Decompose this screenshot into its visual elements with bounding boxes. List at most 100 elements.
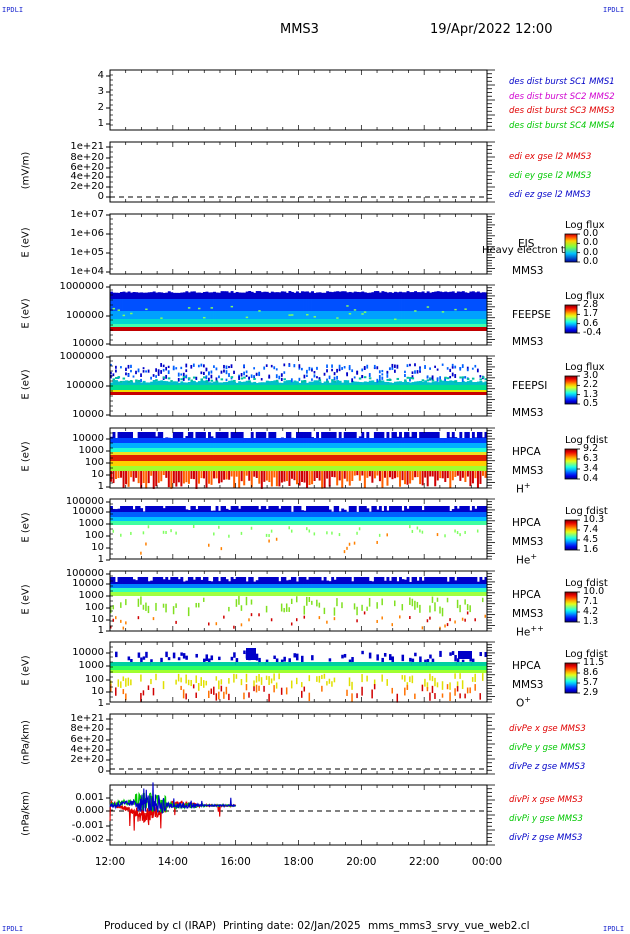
spacecraft-title: MMS3 (280, 22, 319, 37)
y-tick-label: -0.002 (71, 834, 104, 845)
species-label: He+ (516, 552, 537, 567)
y-tick-label: 1e+21 (70, 713, 104, 724)
x-tick-label: 12:00 (94, 856, 126, 868)
y-tick-label: 10000 (72, 647, 104, 658)
species-name: O (516, 697, 525, 710)
y-tick-label: 1000 (78, 590, 104, 601)
panel-burst (106, 69, 495, 131)
y-tick-label: 100 (84, 674, 104, 685)
colorbar-tick: 3.0 (583, 370, 599, 381)
species-charge: + (530, 552, 538, 561)
overlay-text: Heavy electron to (482, 245, 571, 256)
corner-label-bottom-left: IPDLI (2, 925, 24, 933)
x-tick-label: 16:00 (220, 856, 251, 868)
y-tick-label: 100000 (65, 496, 104, 507)
x-tick-label: 18:00 (283, 856, 314, 868)
colorbar-tick: 11.5 (583, 657, 605, 668)
spacecraft-name: MMS3 (512, 336, 544, 348)
y-tick-label: 6e+20 (70, 162, 104, 173)
species-label: He++ (516, 624, 544, 639)
y-tick-label: 2e+20 (70, 754, 104, 765)
y-tick-label: 4e+20 (70, 171, 104, 182)
panel-hpca_he2 (106, 570, 580, 632)
x-tick-label: 22:00 (409, 856, 440, 868)
species-charge: + (524, 695, 531, 704)
series-line-divpi-z (109, 782, 236, 814)
y-tick-label: 1000 (78, 660, 104, 671)
panel-eis (106, 213, 580, 275)
legend-divpi-0: divPi x gse MMS3 (509, 795, 583, 805)
colorbar (564, 591, 578, 623)
species-charge: + (523, 481, 531, 490)
legend-burst-0: des dist burst SC1 MMS1 (509, 77, 615, 87)
y-tick-label: 1000000 (59, 281, 104, 292)
colorbar-tick: 2.8 (583, 299, 599, 310)
y-tick-label: 0.001 (75, 792, 104, 803)
colorbar-title: Log fdist (565, 435, 608, 446)
panel-frame (109, 784, 488, 846)
legend-divpe-2: divPe z gse MMS3 (509, 762, 586, 772)
instrument-name: HPCA (512, 660, 541, 672)
colorbar-tick: 8.6 (583, 667, 599, 678)
colorbar-tick: 2.9 (583, 687, 599, 698)
colorbar-tick: 2.2 (583, 379, 599, 391)
y-tick-label: 1e+06 (70, 228, 104, 239)
y-tick-label: 1e+21 (70, 141, 104, 152)
y-tick-label: 10 (91, 614, 104, 625)
panel-frame (109, 141, 488, 203)
y-tick-label: 4e+20 (70, 744, 104, 755)
footer-producer: Produced by cl (IRAP) (104, 920, 217, 932)
colorbar-title: Log flux (565, 362, 605, 373)
corner-label-top-right: IPDLI (603, 6, 625, 14)
colorbar-tick: -0.4 (583, 327, 602, 338)
legend-divpe-0: divPe x gse MMS3 (509, 724, 586, 734)
footer-filename: mms_mms3_srvy_vue_web2.cl (368, 920, 530, 932)
y-tick-label: 0.000 (75, 805, 104, 816)
legend-edi-1: edi ey gse l2 MMS3 (509, 171, 592, 181)
y-tick-label: 2e+20 (70, 181, 104, 192)
colorbar-title: Log flux (565, 220, 605, 231)
legend-burst-2: des dist burst SC3 MMS3 (509, 106, 615, 116)
y-tick-label: 4 (97, 70, 104, 81)
legend-edi-0: edi ex gse l2 MMS3 (509, 152, 592, 162)
y-tick-label: 1000 (78, 518, 104, 529)
panel-hpca_he1 (106, 498, 580, 561)
colorbar-tick: 0.0 (583, 246, 599, 258)
spacecraft-name: MMS3 (512, 465, 544, 477)
colorbar-tick: 7.1 (583, 596, 599, 607)
x-tick-label: 00:00 (471, 856, 503, 868)
species-label: O+ (516, 695, 531, 710)
colorbar (564, 233, 578, 263)
y-tick-label: 1e+07 (70, 209, 104, 220)
colorbar-tick: 10.0 (583, 586, 605, 597)
instrument-name: FEEPSI (512, 380, 548, 392)
instrument-name: HPCA (512, 589, 541, 601)
panel-feepsi (106, 355, 580, 417)
colorbar-tick: 10.3 (583, 514, 605, 525)
y-tick-label: 1000000 (59, 351, 104, 362)
y-tick-label: 1e+05 (70, 247, 104, 258)
colorbar-tick: 0.6 (583, 317, 599, 329)
colorbar-tick: 1.3 (583, 388, 599, 400)
colorbar-title: Log fdist (565, 649, 608, 660)
colorbar-tick: 9.2 (583, 443, 599, 454)
colorbar-tick: 0.0 (583, 237, 599, 249)
colorbar-tick: 1.6 (583, 544, 599, 555)
panel-hpca_o (106, 641, 580, 705)
spacecraft-name: MMS3 (512, 407, 544, 419)
colorbar-title: Log flux (565, 291, 605, 302)
instrument-name: FEEPSE (512, 309, 551, 321)
spacecraft-name: MMS3 (512, 679, 544, 691)
y-tick-label: 100 (84, 457, 104, 468)
legend-divpi-1: divPi y gse MMS3 (509, 814, 583, 824)
divpi-series-group (109, 782, 237, 831)
colorbar-tick: 1.7 (583, 308, 599, 320)
y-tick-label: 10000 (72, 338, 104, 349)
colorbar-tick: 4.2 (583, 606, 599, 617)
colorbar-tick: 5.7 (583, 677, 599, 688)
species-label: H+ (516, 481, 531, 496)
y-tick-label: 100 (84, 530, 104, 541)
panel-frame (109, 213, 488, 275)
colorbar (564, 304, 578, 334)
